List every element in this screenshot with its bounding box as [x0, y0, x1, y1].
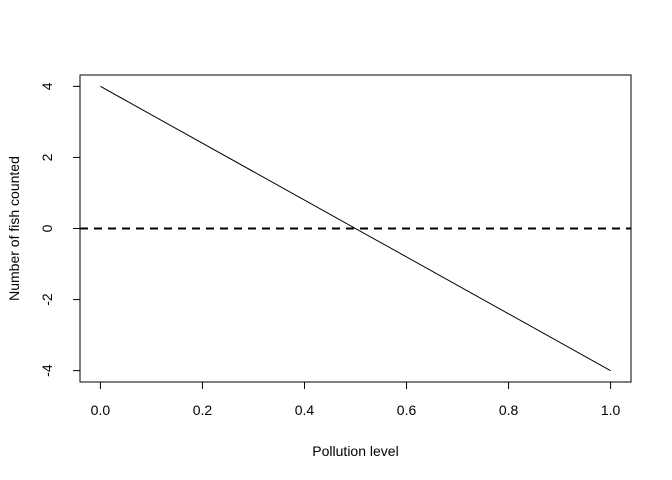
x-tick-label: 0.0 — [91, 402, 111, 418]
x-tick-label: 0.8 — [499, 402, 519, 418]
x-tick-label: 0.4 — [295, 402, 315, 418]
y-axis-label: Number of fish counted — [6, 156, 22, 301]
series-line — [100, 85, 611, 372]
x-tick-label: 0.2 — [193, 402, 213, 418]
series-group — [100, 85, 611, 372]
x-tick-label: 1.0 — [601, 402, 621, 418]
y-tick-label: -2 — [39, 293, 55, 306]
x-axis: 0.0 0.2 0.4 0.6 0.8 1.0 — [91, 381, 621, 418]
y-axis: -4 -2 0 2 4 — [39, 82, 81, 377]
y-tick-label: 0 — [39, 224, 55, 232]
y-tick-label: -4 — [39, 364, 55, 377]
y-tick-label: 2 — [39, 153, 55, 161]
y-tick-label: 4 — [39, 82, 55, 90]
x-tick-label: 0.6 — [397, 402, 417, 418]
x-axis-label: Pollution level — [312, 443, 398, 459]
